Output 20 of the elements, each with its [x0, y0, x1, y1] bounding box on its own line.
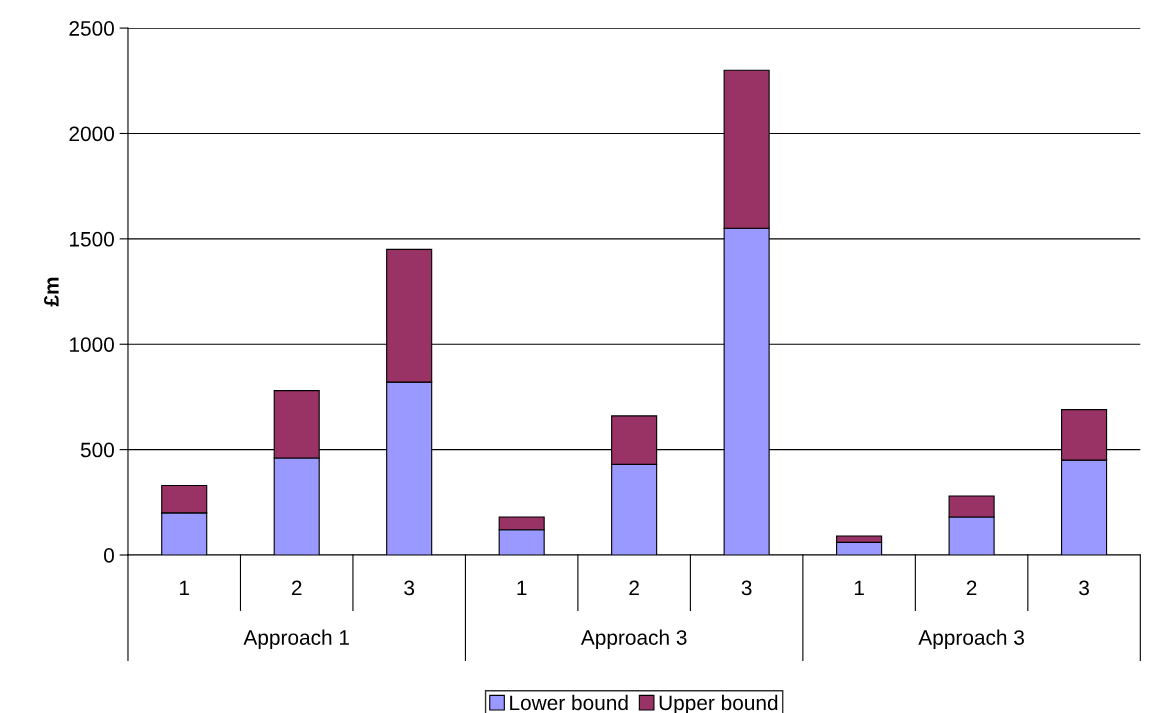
y-tick-label: 2000	[69, 126, 114, 142]
text: Approach 3	[918, 629, 1024, 650]
y-tick-label: 1500	[70, 231, 114, 247]
x-tick-label: 1	[854, 580, 864, 596]
x-tick-label: 2	[966, 580, 977, 596]
y-axis-title: £m	[44, 277, 59, 307]
legend-label: Lower bound	[510, 694, 628, 711]
text: Approach 1	[243, 629, 349, 650]
x-tick-label: 1	[180, 580, 189, 596]
x-tick-label: 3	[741, 580, 752, 596]
x-tick-label: 3	[1079, 580, 1089, 596]
y-tick-label: 2500	[69, 21, 114, 36]
y-tick-label: 0	[104, 548, 114, 563]
y-tick-label: 1000	[70, 337, 114, 352]
x-tick-label: 2	[629, 580, 639, 596]
text: Approach 3	[580, 629, 687, 650]
x-tick-label: 1	[517, 580, 527, 596]
x-tick-label: 2	[291, 580, 302, 596]
y-tick-label: 500	[80, 442, 114, 458]
x-tick-label: 3	[404, 580, 415, 596]
